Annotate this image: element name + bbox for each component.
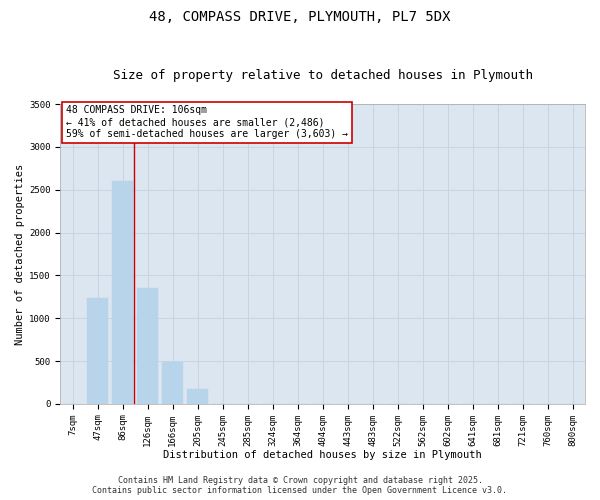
Bar xyxy=(87,298,109,404)
X-axis label: Distribution of detached houses by size in Plymouth: Distribution of detached houses by size … xyxy=(163,450,482,460)
Y-axis label: Number of detached properties: Number of detached properties xyxy=(15,164,25,344)
Text: 48, COMPASS DRIVE, PLYMOUTH, PL7 5DX: 48, COMPASS DRIVE, PLYMOUTH, PL7 5DX xyxy=(149,10,451,24)
Text: Contains HM Land Registry data © Crown copyright and database right 2025.
Contai: Contains HM Land Registry data © Crown c… xyxy=(92,476,508,495)
Bar xyxy=(187,390,208,404)
Text: 48 COMPASS DRIVE: 106sqm
← 41% of detached houses are smaller (2,486)
59% of sem: 48 COMPASS DRIVE: 106sqm ← 41% of detach… xyxy=(65,106,347,138)
Bar xyxy=(162,362,184,404)
Bar xyxy=(112,181,133,404)
Title: Size of property relative to detached houses in Plymouth: Size of property relative to detached ho… xyxy=(113,69,533,82)
Bar xyxy=(137,288,158,404)
